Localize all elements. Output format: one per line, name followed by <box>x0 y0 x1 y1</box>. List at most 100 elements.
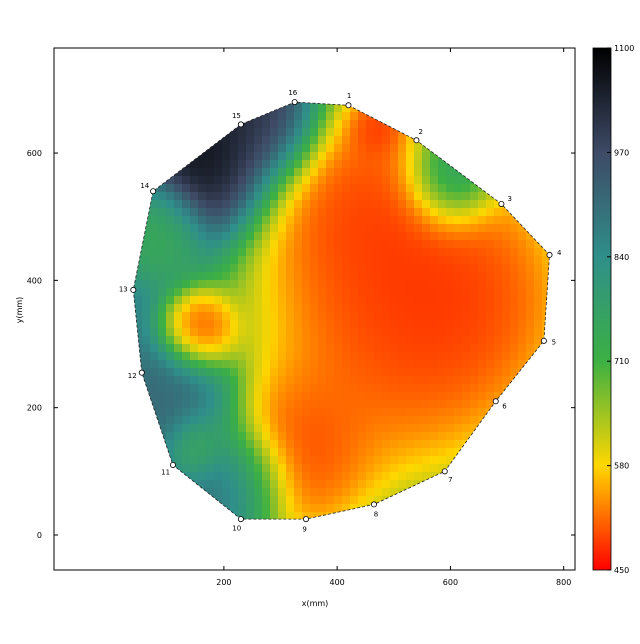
heat-cell <box>134 312 143 321</box>
heat-cell <box>334 312 343 321</box>
heat-cell <box>382 64 391 73</box>
heat-cell <box>94 160 103 169</box>
heat-cell <box>118 152 127 161</box>
heat-cell <box>502 280 511 289</box>
heat-cell <box>262 56 271 65</box>
heat-cell <box>470 272 479 281</box>
heat-cell <box>294 464 303 473</box>
heat-cell <box>438 64 447 73</box>
heat-cell <box>366 440 375 449</box>
heat-cell <box>470 288 479 297</box>
heat-cell <box>278 328 287 337</box>
heat-cell <box>342 56 351 65</box>
heat-cell <box>406 176 415 185</box>
heat-cell <box>150 192 159 201</box>
heat-cell <box>302 320 311 329</box>
heat-cell <box>398 280 407 289</box>
heat-cell <box>414 88 423 97</box>
heat-cell <box>54 296 63 305</box>
heat-cell <box>518 344 527 353</box>
heat-cell <box>470 336 479 345</box>
heat-cell <box>430 144 439 153</box>
heat-cell <box>78 200 87 209</box>
heat-cell <box>494 384 503 393</box>
heat-cell <box>494 80 503 89</box>
heat-cell <box>462 424 471 433</box>
heat-cell <box>486 120 495 129</box>
heat-cell <box>334 264 343 273</box>
heat-cell <box>70 288 79 297</box>
heat-cell <box>70 208 79 217</box>
heat-cell <box>454 296 463 305</box>
heat-cell <box>54 272 63 281</box>
heat-cell <box>366 352 375 361</box>
heat-cell <box>350 56 359 65</box>
heat-cell <box>470 224 479 233</box>
heat-cell <box>414 176 423 185</box>
heat-cell <box>302 360 311 369</box>
heat-cell <box>230 272 239 281</box>
heat-cell <box>478 256 487 265</box>
heat-cell <box>334 544 343 553</box>
heat-cell <box>462 56 471 65</box>
heat-cell <box>270 528 279 537</box>
heat-cell <box>486 312 495 321</box>
heat-cell <box>462 488 471 497</box>
heat-cell <box>566 552 575 561</box>
heat-cell <box>254 496 263 505</box>
heat-cell <box>350 568 359 577</box>
heat-cell <box>158 136 167 145</box>
heat-cell <box>534 56 543 65</box>
heat-cell <box>286 512 295 520</box>
heat-cell <box>70 544 79 553</box>
heat-cell <box>430 72 439 81</box>
heat-cell <box>110 400 119 409</box>
heat-cell <box>262 528 271 537</box>
heat-cell <box>134 56 143 65</box>
heat-cell <box>374 400 383 409</box>
heat-cell <box>430 400 439 409</box>
heat-cell <box>318 72 327 81</box>
heat-cell <box>566 568 575 577</box>
measurement-point <box>492 398 499 405</box>
heat-cell <box>470 344 479 353</box>
heat-cell <box>110 312 119 321</box>
heat-cell <box>230 544 239 553</box>
heat-cell <box>254 56 263 65</box>
heat-cell <box>150 72 159 81</box>
heat-cell <box>94 80 103 89</box>
heat-cell <box>510 520 519 529</box>
heat-cell <box>422 248 431 257</box>
heat-cell <box>510 512 519 520</box>
heat-cell <box>430 448 439 457</box>
heat-cell <box>406 304 415 313</box>
heat-cell <box>302 48 311 57</box>
heat-cell <box>198 152 207 161</box>
heat-cell <box>62 544 71 553</box>
heat-cell <box>174 88 183 97</box>
heat-cell <box>550 472 559 481</box>
heat-cell <box>190 72 199 81</box>
heat-cell <box>262 440 271 449</box>
colorbar-tick-label: 1100 <box>614 44 634 53</box>
heat-cell <box>174 480 183 489</box>
heat-cell <box>566 456 575 465</box>
heat-cell <box>350 416 359 425</box>
heat-cell <box>54 552 63 561</box>
heat-cell <box>398 560 407 569</box>
heat-cell <box>198 424 207 433</box>
heat-cell <box>486 344 495 353</box>
heat-cell <box>54 456 63 465</box>
heat-cell <box>334 376 343 385</box>
heat-cell <box>158 456 167 465</box>
heat-cell <box>270 112 279 121</box>
heat-cell <box>390 376 399 385</box>
heat-cell <box>118 352 127 361</box>
heat-cell <box>270 344 279 353</box>
heat-cell <box>110 352 119 361</box>
heat-cell <box>566 96 575 105</box>
heat-cell <box>54 432 63 441</box>
heat-cell <box>230 56 239 65</box>
heat-cell <box>294 472 303 481</box>
heat-cell <box>222 264 231 273</box>
